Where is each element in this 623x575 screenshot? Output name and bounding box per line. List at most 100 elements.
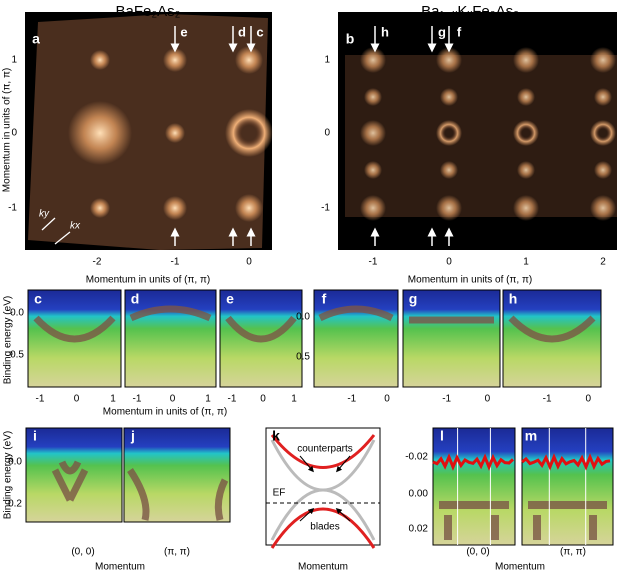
x-axis-label: Momentum [495,562,545,573]
pointer-arrow [336,455,351,473]
y-tick-label: 0.5 [10,350,24,361]
intensity-spot [436,120,462,146]
panel-label: a [32,31,40,47]
intensity-spot [440,161,458,179]
band-feature [318,305,394,322]
x-tick-label: 0 [260,394,266,405]
x-tick-label: -1 [228,394,237,405]
panel-label: d [131,291,140,307]
x-tick-label: -1 [347,394,356,405]
intensity-spot [594,161,612,179]
intensity-spot [235,194,263,222]
spectrum-image [402,289,501,388]
panel-label: b [346,31,355,47]
kx-label: kx [70,221,81,232]
band-feature [51,460,89,502]
x-tick-label: -1 [442,394,451,405]
panel-label: e [226,291,234,307]
x-tick-label: 1 [523,257,529,268]
annotation: counterparts [297,444,353,455]
y-tick-label: 0 [11,128,17,139]
panel-label: i [33,428,37,444]
x-axis-label: Momentum [298,562,348,573]
annotation: blades [310,522,339,533]
panel-label: g [409,291,418,307]
intensity-spot [225,109,273,157]
y-tick-label: 0 [324,128,330,139]
intensity-spot [360,47,386,73]
x-tick-label: -1 [36,394,45,405]
x-tick-label: 0 [170,394,176,405]
intensity-spot [360,195,386,221]
intensity-spot [90,50,110,70]
spectrum-image [123,427,231,523]
intensity-profile [432,453,515,471]
y-tick-label: 0.0 [8,457,22,468]
intensity-spot [90,198,110,218]
pointer-arrow [335,507,351,522]
intensity-profile [521,453,611,471]
panel-label: m [525,428,537,444]
x-tick-label: 0 [485,394,491,405]
y-tick-label: 0.2 [8,499,22,510]
intensity-spot [590,120,616,146]
x-tick-label: 0 [585,394,591,405]
band-feature [129,305,212,322]
y-tick-label: 0.5 [296,352,310,363]
panel-label: l [440,428,444,444]
x-tick-label: (0, 0) [466,547,489,558]
x-axis-label: Momentum [95,562,145,573]
x-tick-label: 0 [446,257,452,268]
x-tick-label: 1 [110,394,116,405]
panel-label: j [130,428,135,444]
x-tick-label: -1 [543,394,552,405]
arrow-label: c [256,24,263,39]
band-feature [33,315,116,343]
panel-label: f [322,291,327,307]
x-tick-label: 2 [600,257,606,268]
panel-title: BaFe₂As₂ [115,3,180,20]
intensity-spot [513,195,539,221]
x-tick-label: 0 [246,257,252,268]
intensity-spot [517,88,535,106]
x-tick-label: -1 [171,257,180,268]
ky-label: ky [39,209,50,220]
y-tick-label: -1 [8,203,17,214]
x-tick-label: -2 [93,257,102,268]
intensity-spot [163,48,187,72]
intensity-spot [68,101,132,165]
x-tick-label: 1 [205,394,211,405]
annotation: EF [273,488,286,499]
pointer-arrow [299,455,314,473]
band-feature [225,315,297,343]
arrow-label: d [238,24,246,39]
x-tick-label: (π, π) [164,547,190,558]
intensity-spot [513,120,539,146]
arrow-label: e [180,24,187,39]
x-axis-label: Momentum in units of (π, π) [103,407,227,418]
x-tick-label: 0 [74,394,80,405]
y-axis-label: Binding energy (eV) [3,296,14,384]
intensity-spot [163,196,187,220]
y-axis-label: Binding energy (eV) [3,431,14,519]
y-tick-label: 0.0 [10,308,24,319]
x-tick-label: (π, π) [560,547,586,558]
panel-label: k [272,428,280,444]
intensity-spot [360,120,386,146]
intensity-spot [590,47,616,73]
panel-label: c [34,291,42,307]
band-feature [508,315,596,343]
x-tick-label: -1 [369,257,378,268]
x-axis-label: Momentum in units of (π, π) [86,275,210,286]
k-axes [41,217,71,245]
gray-band [270,439,376,541]
intensity-spot [364,161,382,179]
red-band [270,434,376,549]
x-tick-label: 0 [384,394,390,405]
spectrum-image [25,427,123,523]
intensity-spot [590,195,616,221]
x-tick-label: -1 [133,394,142,405]
intensity-spot [436,47,462,73]
